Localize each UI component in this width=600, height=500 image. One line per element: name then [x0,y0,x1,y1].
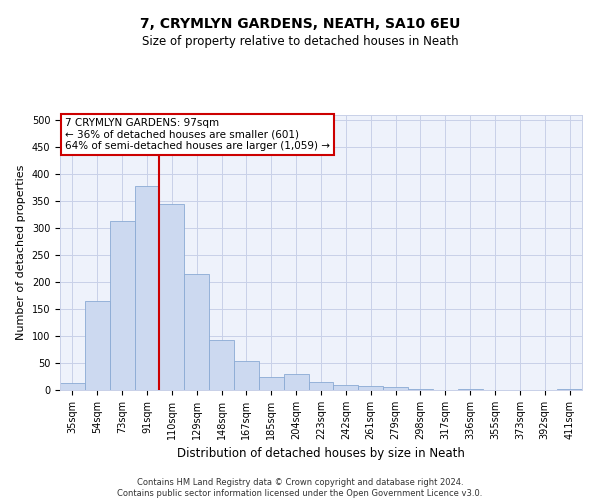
Bar [60,383,85,390]
Text: Size of property relative to detached houses in Neath: Size of property relative to detached ho… [142,35,458,48]
Text: 7, CRYMLYN GARDENS, NEATH, SA10 6EU: 7, CRYMLYN GARDENS, NEATH, SA10 6EU [140,18,460,32]
Bar [234,361,259,390]
Bar [308,382,334,390]
Text: 7 CRYMLYN GARDENS: 97sqm
← 36% of detached houses are smaller (601)
64% of semi-: 7 CRYMLYN GARDENS: 97sqm ← 36% of detach… [65,118,330,151]
Bar [458,389,482,390]
Bar [160,204,184,390]
Bar [85,301,110,390]
X-axis label: Distribution of detached houses by size in Neath: Distribution of detached houses by size … [177,448,465,460]
Bar [358,386,383,390]
Bar [334,384,358,390]
Bar [408,389,433,390]
Bar [134,186,160,390]
Bar [209,340,234,390]
Bar [259,377,284,390]
Bar [557,389,582,390]
Bar [184,274,209,390]
Bar [110,221,134,390]
Bar [284,374,308,390]
Y-axis label: Number of detached properties: Number of detached properties [16,165,26,340]
Text: Contains HM Land Registry data © Crown copyright and database right 2024.
Contai: Contains HM Land Registry data © Crown c… [118,478,482,498]
Bar [383,388,408,390]
